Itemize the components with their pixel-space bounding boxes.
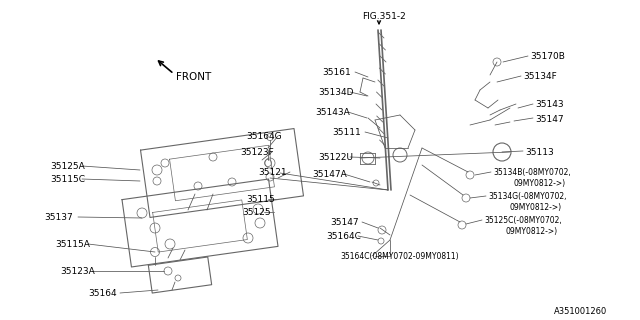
Text: 35170B: 35170B [530, 52, 565, 61]
Text: 09MY0812->): 09MY0812->) [514, 179, 566, 188]
Text: 35134G(-08MY0702,: 35134G(-08MY0702, [488, 192, 566, 201]
Text: 35125C(-08MY0702,: 35125C(-08MY0702, [484, 216, 562, 225]
Text: 35147A: 35147A [312, 170, 347, 179]
Text: 09MY0812->): 09MY0812->) [509, 203, 561, 212]
Text: 35137: 35137 [44, 213, 73, 222]
Text: 35164G: 35164G [246, 132, 282, 141]
Text: 35113: 35113 [525, 148, 554, 157]
Text: 35161: 35161 [322, 68, 351, 77]
Text: 35134D: 35134D [318, 88, 353, 97]
Text: 35111: 35111 [332, 128, 361, 137]
Text: FRONT: FRONT [176, 72, 211, 82]
Text: 35134F: 35134F [523, 72, 557, 81]
Text: 35122U: 35122U [318, 153, 353, 162]
Text: 35115: 35115 [246, 195, 275, 204]
Text: 35164C(08MY0702-09MY0811): 35164C(08MY0702-09MY0811) [340, 252, 459, 261]
Text: 35121: 35121 [258, 168, 287, 177]
Text: 35123A: 35123A [60, 267, 95, 276]
Text: 35143A: 35143A [315, 108, 349, 117]
Text: 35125A: 35125A [50, 162, 84, 171]
Text: A351001260: A351001260 [554, 307, 607, 316]
Text: 35115A: 35115A [55, 240, 90, 249]
Text: 35147: 35147 [330, 218, 358, 227]
Text: 35164: 35164 [88, 289, 116, 298]
Text: 35147: 35147 [535, 115, 564, 124]
Text: 35143: 35143 [535, 100, 564, 109]
Text: FIG.351-2: FIG.351-2 [362, 12, 406, 21]
Text: 35134B(-08MY0702,: 35134B(-08MY0702, [493, 168, 571, 177]
Text: 35115C: 35115C [50, 175, 85, 184]
Text: 35125: 35125 [242, 208, 271, 217]
Text: 09MY0812->): 09MY0812->) [505, 227, 557, 236]
Text: 35123F: 35123F [240, 148, 274, 157]
Text: 35164C: 35164C [326, 232, 361, 241]
